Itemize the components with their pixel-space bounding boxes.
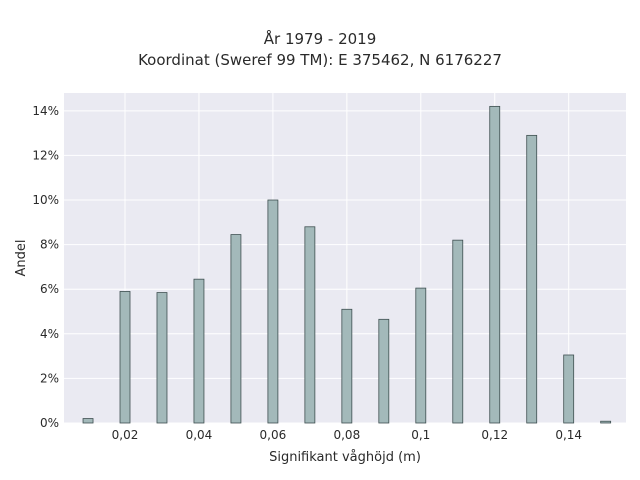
y-tick-label: 2% — [40, 371, 59, 385]
y-tick-label: 8% — [40, 238, 59, 252]
bar — [378, 318, 390, 424]
x-tick-label: 0,14 — [555, 428, 582, 442]
bar — [304, 226, 316, 424]
y-tick-label: 10% — [32, 193, 59, 207]
x-tick-label: 0,04 — [186, 428, 213, 442]
x-tick-labels: 0,02 0,04 0,06 0,08 0,1 0,12 0,14 — [112, 428, 582, 442]
x-tick-label: 0,12 — [481, 428, 508, 442]
chart-subtitle: Koordinat (Sweref 99 TM): E 375462, N 61… — [138, 51, 502, 69]
bar — [119, 291, 131, 424]
bar — [415, 287, 427, 424]
bar — [341, 308, 353, 424]
y-tick-label: 0% — [40, 416, 59, 430]
x-tick-label: 0,1 — [411, 428, 430, 442]
x-axis-label: Signifikant våghöjd (m) — [269, 450, 421, 465]
chart-title: År 1979 - 2019 — [263, 30, 377, 48]
bar — [156, 292, 168, 424]
x-tick-label: 0,06 — [260, 428, 287, 442]
bar — [452, 239, 464, 424]
bars-group — [82, 105, 612, 424]
x-tick-label: 0,02 — [112, 428, 139, 442]
y-tick-label: 12% — [32, 148, 59, 162]
y-tick-label: 14% — [32, 104, 59, 118]
bar — [600, 420, 612, 424]
y-axis-label: Andel — [14, 240, 29, 277]
y-tick-label: 4% — [40, 327, 59, 341]
bar — [267, 199, 279, 424]
y-tick-label: 6% — [40, 282, 59, 296]
x-tick-label: 0,08 — [333, 428, 360, 442]
bar — [82, 418, 94, 424]
bar — [489, 105, 501, 424]
bar — [230, 234, 242, 424]
bar — [563, 354, 575, 424]
y-tick-labels: 0% 2% 4% 6% 8% 10% 12% 14% — [32, 104, 59, 430]
bar — [526, 134, 538, 424]
bar — [193, 278, 205, 424]
